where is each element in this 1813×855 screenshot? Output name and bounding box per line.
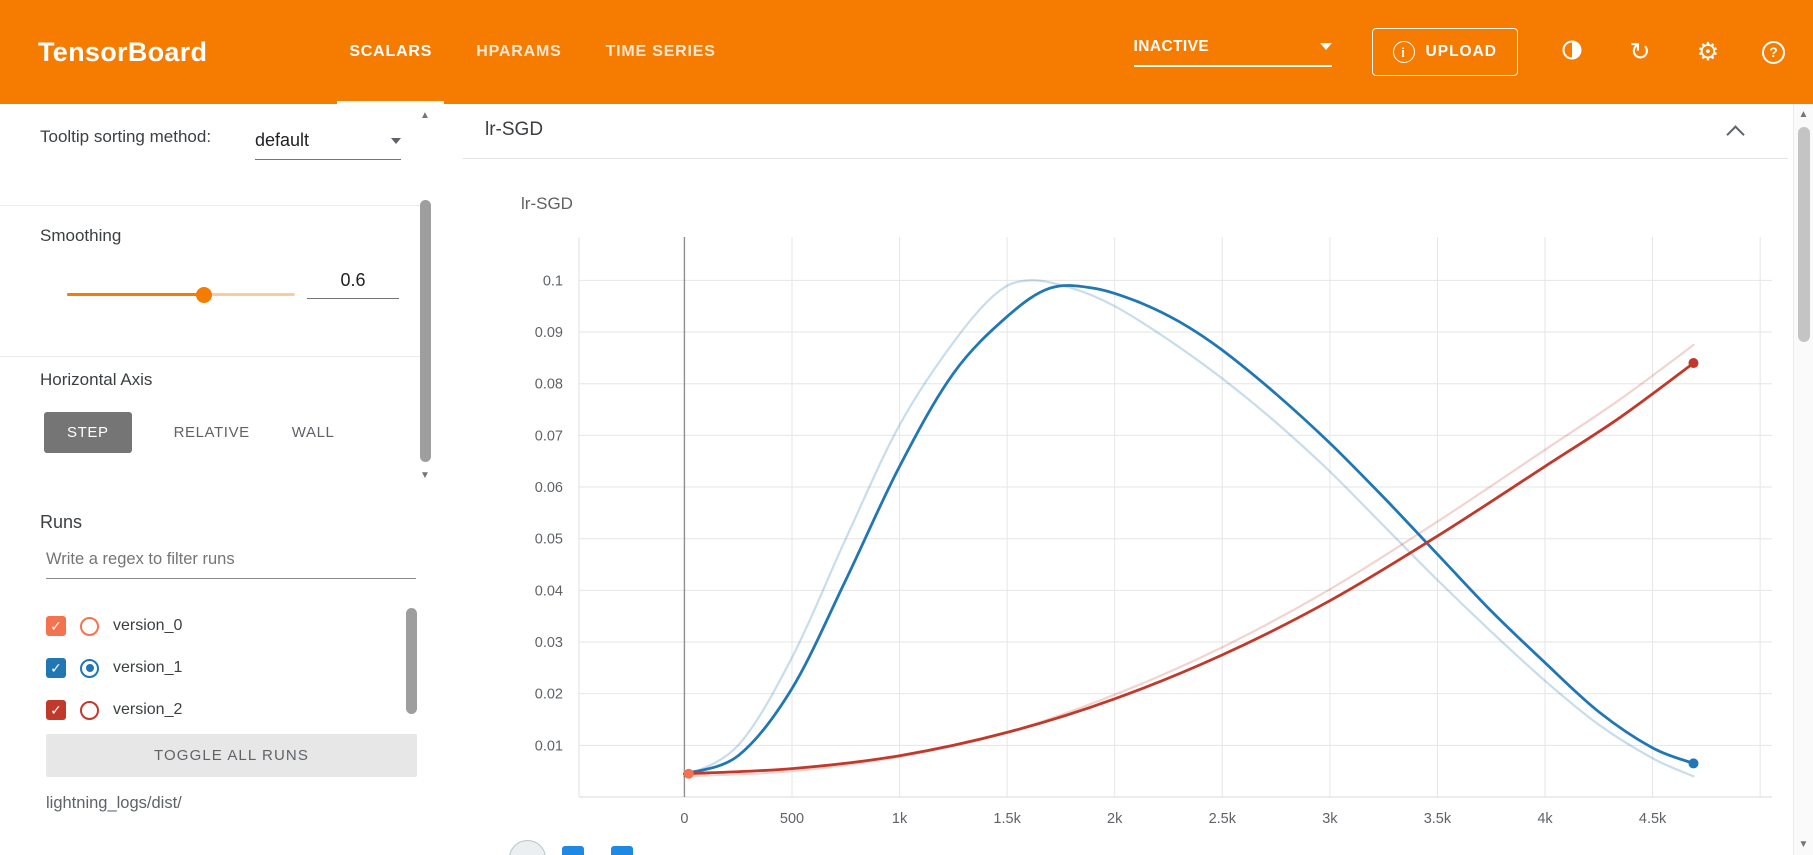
run-checkbox[interactable] [46, 658, 66, 678]
status-dropdown[interactable]: INACTIVE [1133, 37, 1332, 67]
app-logo: TensorBoard [38, 36, 208, 67]
svg-text:1k: 1k [892, 811, 908, 825]
axis-wall-button[interactable]: WALL [291, 424, 335, 441]
app-bar: TensorBoard SCALARS HPARAMS TIME SERIES … [0, 0, 1813, 104]
runs-scrollbar-thumb[interactable] [406, 608, 417, 714]
run-name-label: version_2 [113, 701, 183, 718]
tab-scalars[interactable]: SCALARS [327, 0, 454, 104]
status-dropdown-value: INACTIVE [1133, 37, 1210, 55]
svg-text:0.01: 0.01 [535, 738, 563, 754]
svg-text:0.03: 0.03 [535, 635, 563, 651]
collapse-chevron-up-icon[interactable] [1726, 125, 1745, 144]
run-row-version-1[interactable]: version_1 [0, 647, 400, 689]
upload-button-label: UPLOAD [1425, 43, 1497, 60]
divider [0, 205, 420, 206]
settings-gear-icon[interactable]: ⚙ [1696, 37, 1720, 66]
card-title: lr-SGD [485, 119, 544, 140]
svg-text:3k: 3k [1322, 811, 1338, 825]
page-scrollbar[interactable]: ▲ ▼ [1793, 104, 1813, 855]
svg-text:4.5k: 4.5k [1639, 811, 1667, 825]
svg-text:0.1: 0.1 [543, 273, 563, 289]
svg-text:0.04: 0.04 [535, 583, 563, 599]
run-radio[interactable] [80, 658, 99, 678]
svg-text:500: 500 [780, 811, 804, 825]
refresh-icon[interactable]: ↻ [1629, 37, 1651, 66]
tab-hparams[interactable]: HPARAMS [476, 43, 562, 60]
runs-section-title: Runs [40, 512, 83, 532]
run-radio[interactable] [80, 700, 99, 720]
upload-button[interactable]: i UPLOAD [1371, 28, 1518, 76]
svg-text:0.07: 0.07 [535, 428, 563, 444]
runs-filter-input[interactable] [46, 550, 416, 579]
smoothing-label: Smoothing [40, 226, 122, 245]
svg-text:0.08: 0.08 [535, 377, 563, 393]
toggle-all-runs-button[interactable]: TOGGLE ALL RUNS [46, 734, 417, 777]
svg-text:1.5k: 1.5k [993, 811, 1021, 825]
tooltip-sorting-dropdown[interactable]: default [255, 130, 401, 160]
svg-text:0.05: 0.05 [535, 532, 563, 548]
chart-title: lr-SGD [521, 194, 573, 213]
axis-relative-button[interactable]: RELATIVE [173, 424, 250, 441]
run-checkbox[interactable] [46, 700, 66, 720]
smoothing-slider-thumb[interactable] [195, 286, 212, 303]
smoothing-slider[interactable] [67, 286, 295, 303]
run-row-version-2[interactable]: version_2 [0, 689, 400, 731]
scalar-card-lr-sgd: lr-SGD lr-SGD 0.01 0.02 0.03 0.04 0.05 0.06 0.… [463, 104, 1788, 855]
svg-text:0.06: 0.06 [535, 480, 563, 496]
lr-sgd-line-chart[interactable]: 0.01 0.02 0.03 0.04 0.05 0.06 0.07 0.08 0.09 0.1 0… [463, 225, 1788, 825]
settings-sidebar: Tooltip sorting method: default Smoothin… [0, 104, 440, 855]
divider [0, 356, 420, 357]
chevron-down-icon [1319, 43, 1332, 50]
run-radio[interactable] [80, 616, 99, 636]
run-name-label: version_1 [113, 659, 183, 676]
log-directory-label: lightning_logs/dist/ [46, 794, 182, 812]
settings-scrollbar-thumb[interactable] [420, 200, 431, 462]
axis-step-button[interactable]: STEP [44, 412, 132, 453]
svg-text:4k: 4k [1537, 811, 1553, 825]
main-tabs: SCALARS HPARAMS TIME SERIES [327, 0, 737, 104]
svg-text:2.5k: 2.5k [1209, 811, 1237, 825]
horizontal-axis-label: Horizontal Axis [40, 370, 153, 389]
tab-time-series[interactable]: TIME SERIES [605, 43, 716, 60]
card-header: lr-SGD [463, 104, 1788, 159]
smoothing-slider-fill [67, 293, 204, 296]
run-row-version-0[interactable]: version_0 [0, 605, 400, 647]
run-name-label: version_0 [113, 617, 183, 634]
tooltip-sorting-label: Tooltip sorting method: [40, 127, 212, 146]
chart-action-circle-button[interactable] [509, 840, 546, 855]
appbar-right-controls: INACTIVE i UPLOAD ↻ ⚙ ? [1133, 0, 1785, 104]
chart-footer-icon-1[interactable] [562, 846, 584, 855]
scroll-down-arrow-icon[interactable]: ▼ [1798, 839, 1809, 850]
page-scrollbar-thumb[interactable] [1797, 127, 1810, 342]
info-icon: i [1392, 41, 1415, 63]
chevron-down-icon [391, 137, 401, 144]
horizontal-axis-button-group: STEP RELATIVE WALL [44, 412, 335, 453]
svg-text:3.5k: 3.5k [1424, 811, 1452, 825]
help-icon[interactable]: ? [1762, 40, 1785, 64]
theme-toggle-icon[interactable] [1558, 38, 1586, 67]
scroll-up-arrow-icon[interactable]: ▲ [1798, 109, 1809, 120]
svg-text:0.09: 0.09 [535, 325, 563, 341]
smoothing-value-input[interactable]: 0.6 [307, 270, 399, 299]
scroll-up-arrow-icon[interactable]: ▲ [420, 110, 430, 121]
svg-text:0: 0 [680, 811, 688, 825]
svg-text:0.02: 0.02 [535, 687, 563, 703]
run-checkbox[interactable] [46, 616, 66, 636]
svg-text:2k: 2k [1107, 811, 1123, 825]
scroll-down-arrow-icon[interactable]: ▼ [420, 470, 430, 481]
tooltip-sorting-value: default [255, 130, 310, 150]
chart-footer-icon-2[interactable] [611, 846, 633, 855]
